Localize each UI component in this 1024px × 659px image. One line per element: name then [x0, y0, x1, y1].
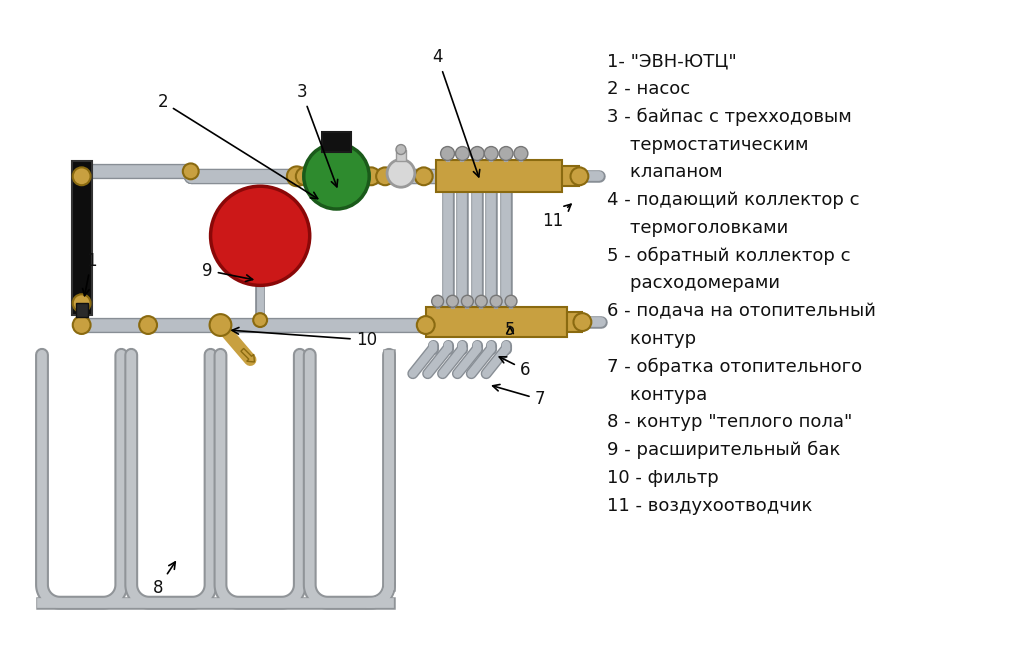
Circle shape: [183, 163, 199, 179]
Text: термостатическим: термостатическим: [607, 136, 809, 154]
Circle shape: [475, 295, 487, 307]
Text: 2 - насос: 2 - насос: [607, 80, 690, 98]
Circle shape: [296, 167, 313, 185]
Circle shape: [210, 314, 231, 336]
Text: 3 - байпас с трехходовым: 3 - байпас с трехходовым: [607, 108, 852, 126]
Bar: [426, 307, 566, 337]
Text: 4: 4: [432, 48, 480, 177]
Text: 1: 1: [83, 252, 97, 296]
Circle shape: [253, 313, 267, 327]
Text: 8 - контур "теплого пола": 8 - контур "теплого пола": [607, 413, 853, 431]
Circle shape: [73, 167, 90, 185]
Text: 10: 10: [232, 328, 377, 349]
Text: клапаном: клапаном: [607, 163, 723, 181]
Circle shape: [73, 295, 90, 312]
FancyArrow shape: [241, 349, 254, 362]
Circle shape: [415, 167, 433, 185]
Text: 7 - обратка отопительного: 7 - обратка отопительного: [607, 358, 862, 376]
Circle shape: [570, 167, 589, 185]
Circle shape: [456, 146, 469, 160]
Circle shape: [484, 146, 498, 160]
Circle shape: [396, 144, 406, 154]
Circle shape: [440, 146, 455, 160]
Bar: [561, 166, 580, 186]
Text: 7: 7: [493, 384, 545, 409]
Text: 10 - фильтр: 10 - фильтр: [607, 469, 719, 487]
Circle shape: [490, 295, 502, 307]
Text: 6: 6: [500, 357, 530, 379]
Circle shape: [432, 295, 443, 307]
Text: 11: 11: [542, 204, 571, 230]
Text: 8: 8: [153, 562, 175, 597]
Text: расходомерами: расходомерами: [607, 274, 780, 293]
Bar: [396, 150, 406, 161]
Circle shape: [446, 295, 459, 307]
Circle shape: [505, 295, 517, 307]
Text: 9 - расширительный бак: 9 - расширительный бак: [607, 441, 841, 459]
Bar: [76, 303, 88, 317]
Text: 3: 3: [297, 83, 338, 186]
Circle shape: [573, 313, 591, 331]
Circle shape: [139, 316, 157, 334]
Text: контура: контура: [607, 386, 708, 403]
Circle shape: [73, 316, 90, 334]
Text: контур: контур: [607, 330, 696, 348]
Circle shape: [287, 166, 307, 186]
Circle shape: [211, 186, 309, 285]
Text: 5 - обратный коллектор с: 5 - обратный коллектор с: [607, 246, 851, 265]
Text: 11 - воздухоотводчик: 11 - воздухоотводчик: [607, 497, 813, 515]
Circle shape: [470, 146, 484, 160]
Text: термоголовками: термоголовками: [607, 219, 788, 237]
Bar: [435, 160, 561, 192]
Circle shape: [376, 167, 394, 185]
Circle shape: [499, 146, 513, 160]
Text: 4 - подающий коллектор с: 4 - подающий коллектор с: [607, 191, 860, 209]
Text: 9: 9: [203, 262, 253, 281]
Text: 6 - подача на отопительный: 6 - подача на отопительный: [607, 302, 877, 320]
Circle shape: [304, 144, 370, 209]
Circle shape: [514, 146, 527, 160]
Text: 1- "ЭВН-ЮТЦ": 1- "ЭВН-ЮТЦ": [607, 52, 737, 71]
Circle shape: [362, 167, 380, 185]
Text: 2: 2: [158, 93, 317, 198]
Text: 5: 5: [505, 321, 515, 339]
Circle shape: [417, 316, 434, 334]
Bar: [566, 312, 583, 332]
Bar: [72, 161, 91, 315]
Circle shape: [462, 295, 473, 307]
Circle shape: [387, 159, 415, 187]
Bar: [322, 132, 351, 152]
